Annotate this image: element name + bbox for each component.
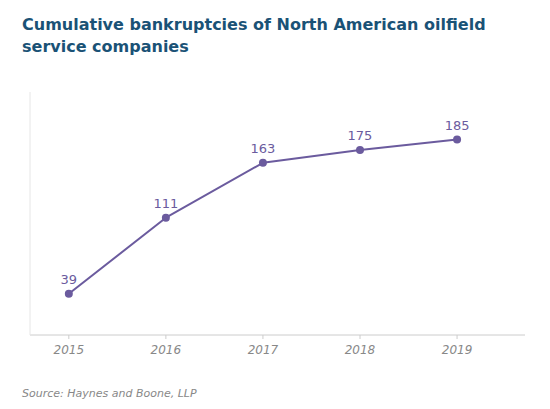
marker [162, 214, 170, 222]
data-label: 39 [61, 272, 78, 287]
x-tick-label: 2015 [54, 343, 85, 357]
annotation: Source: Haynes and Boone, LLP [22, 387, 197, 400]
x-tick-label: 2018 [345, 343, 376, 357]
x-tick [262, 335, 263, 339]
x-tick [457, 335, 458, 339]
x-axis-line [30, 335, 525, 336]
data-labels: 39 111 163 175 185 [61, 118, 470, 287]
data-label: 163 [251, 141, 276, 156]
chart: Cumulative bankruptcies of North America… [0, 0, 550, 409]
x-tick-label: 2019 [442, 343, 473, 357]
marker [356, 146, 364, 154]
marker [259, 159, 267, 167]
y-axis-line [30, 92, 31, 335]
x-tick-label: 2016 [151, 343, 182, 357]
marks [65, 136, 461, 298]
title-line: service companies [22, 37, 189, 56]
x-tick [165, 335, 166, 339]
line [69, 140, 457, 294]
marker [65, 290, 73, 298]
title: Cumulative bankruptcies of North America… [22, 15, 486, 56]
x-tick-label: 2017 [248, 343, 279, 357]
title-group: Cumulative bankruptcies of North America… [22, 15, 486, 56]
title-line: Cumulative bankruptcies of North America… [22, 15, 486, 34]
x-tick [68, 335, 69, 339]
data-label: 111 [153, 196, 178, 211]
data-label: 175 [348, 128, 373, 143]
data-label: 185 [445, 118, 470, 133]
x-tick [360, 335, 361, 339]
marker [453, 136, 461, 144]
